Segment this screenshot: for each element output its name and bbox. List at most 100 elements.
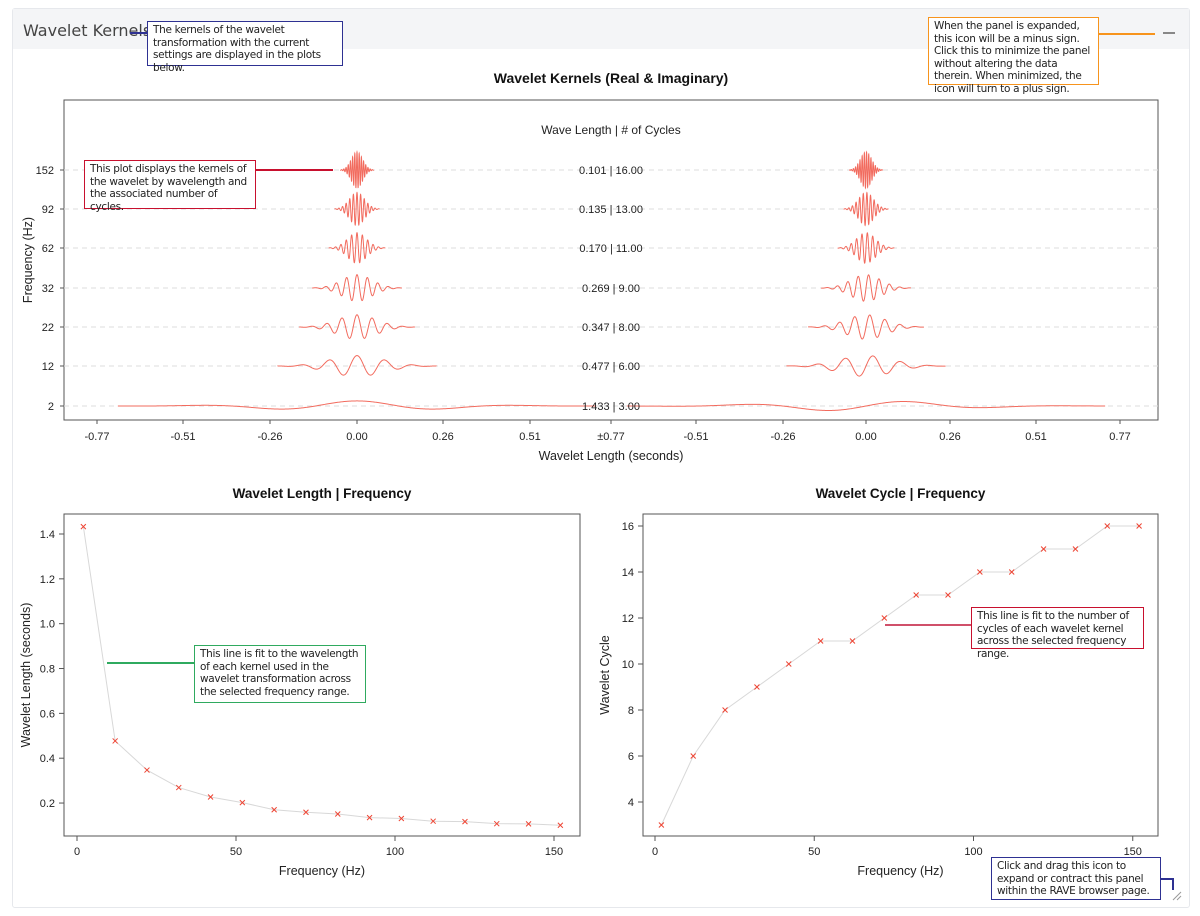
- data-point: [175, 784, 182, 791]
- chart-title: Wavelet Kernels (Real & Imaginary): [494, 70, 728, 86]
- data-point: [80, 523, 87, 530]
- kernel-label: 0.170 | 11.00: [579, 243, 642, 255]
- data-point: [557, 822, 564, 829]
- y-tick-label: 8: [628, 705, 634, 717]
- y-tick-label: 14: [622, 567, 634, 579]
- data-point: [525, 821, 532, 827]
- x-axis-label: Frequency (Hz): [857, 864, 943, 878]
- kernel-real: [312, 274, 402, 302]
- x-tick-label: -0.51: [170, 431, 195, 443]
- x-tick-label: ±0.77: [597, 431, 624, 443]
- x-tick-label: 100: [386, 846, 404, 858]
- x-tick-label: 150: [545, 846, 563, 858]
- data-point: [817, 638, 824, 644]
- data-point: [239, 799, 246, 806]
- kernel-imaginary: [849, 150, 883, 190]
- y-tick-label: 0.4: [40, 753, 55, 765]
- y-tick-label: 10: [622, 659, 634, 671]
- x-tick-label: 0.77: [1109, 431, 1130, 443]
- data-point: [398, 815, 405, 822]
- data-point: [977, 569, 983, 575]
- y-tick-label: 6: [628, 751, 634, 763]
- annotation-connector: [255, 169, 333, 171]
- chart-title: Wavelet Length | Frequency: [233, 486, 412, 501]
- kernel-imaginary: [837, 232, 895, 264]
- kernel-imaginary: [808, 314, 924, 340]
- data-point: [462, 818, 468, 825]
- chart-subtitle: Wave Length | # of Cycles: [541, 123, 680, 137]
- data-point: [366, 814, 373, 821]
- annotation-length-note: This line is fit to the wavelength of ea…: [194, 645, 366, 703]
- x-tick-label: 150: [1124, 846, 1142, 858]
- annotation-connector: [107, 662, 195, 664]
- y-axis-label: Wavelet Cycle: [598, 635, 612, 714]
- kernel-imaginary: [786, 355, 946, 377]
- x-tick-label: 0.26: [939, 431, 960, 443]
- x-axis-label: Frequency (Hz): [279, 864, 365, 878]
- y-tick-label: 4: [628, 797, 634, 809]
- annotation-connector: [885, 624, 972, 626]
- data-point: [690, 753, 697, 759]
- data-point: [722, 707, 728, 713]
- x-tick-label: -0.26: [770, 431, 795, 443]
- minus-icon[interactable]: [1163, 32, 1175, 34]
- data-point: [658, 822, 665, 828]
- y-axis-label: Wavelet Length (seconds): [19, 603, 33, 748]
- kernel-label: 1.433 | 3.00: [582, 401, 640, 413]
- data-point: [1072, 546, 1079, 552]
- data-point: [207, 794, 214, 800]
- kernel-real: [299, 314, 415, 339]
- kernel-real: [117, 400, 597, 410]
- kernel-real: [328, 231, 386, 264]
- x-tick-label: -0.51: [683, 431, 708, 443]
- data-point: [493, 820, 500, 827]
- x-tick-label: 50: [230, 846, 242, 858]
- kernel-label: 0.135 | 13.00: [579, 204, 643, 216]
- kernel-imaginary: [821, 274, 911, 302]
- x-tick-label: 50: [808, 846, 820, 858]
- annotation-connector: [1160, 878, 1173, 880]
- annotation-resize-note: Click and drag this icon to expand or co…: [991, 857, 1161, 900]
- x-tick-label: 0.00: [855, 431, 876, 443]
- x-tick-label: 0.26: [432, 431, 453, 443]
- data-point: [881, 615, 888, 621]
- y-tick-label: 1.2: [40, 574, 55, 586]
- fit-line: [660, 525, 1140, 826]
- x-tick-label: 0.51: [519, 431, 540, 443]
- annotation-connector: [1098, 33, 1155, 35]
- data-point: [334, 811, 341, 817]
- annotation-header-note: The kernels of the wavelet transformatio…: [147, 21, 343, 74]
- kernel-real: [339, 150, 375, 189]
- kernel-label: 0.101 | 16.00: [579, 165, 643, 177]
- kernel-real: [334, 191, 380, 227]
- y-tick-label: 2: [48, 401, 54, 413]
- data-point: [271, 806, 278, 813]
- data-point: [1040, 546, 1047, 552]
- y-tick-label: 1.4: [40, 529, 55, 541]
- y-tick-label: 12: [622, 613, 634, 625]
- kernel-label: 0.347 | 8.00: [582, 322, 640, 334]
- y-tick-label: 152: [36, 165, 54, 177]
- kernel-imaginary: [843, 191, 889, 227]
- annotation-cycle-note: This line is fit to the number of cycles…: [971, 607, 1144, 660]
- x-tick-label: 100: [964, 846, 982, 858]
- data-point: [144, 767, 150, 773]
- x-tick-label: 0: [74, 846, 80, 858]
- resize-handle-icon[interactable]: [1172, 891, 1182, 901]
- y-tick-label: 16: [622, 521, 634, 533]
- x-tick-label: 0.51: [1025, 431, 1046, 443]
- y-tick-label: 22: [42, 322, 54, 334]
- annotation-collapse-note: When the panel is expanded, this icon wi…: [928, 17, 1099, 95]
- panel-title: Wavelet Kernels: [23, 21, 152, 40]
- data-point: [849, 638, 856, 644]
- data-point: [1008, 569, 1015, 575]
- plot-frame: [642, 513, 1159, 837]
- x-tick-label: -0.26: [257, 431, 282, 443]
- y-tick-label: 12: [42, 361, 54, 373]
- y-tick-label: 62: [42, 243, 54, 255]
- data-point: [785, 661, 792, 667]
- x-axis-label: Wavelet Length (seconds): [539, 449, 684, 463]
- y-tick-label: 92: [42, 204, 54, 216]
- x-tick-label: -0.77: [84, 431, 109, 443]
